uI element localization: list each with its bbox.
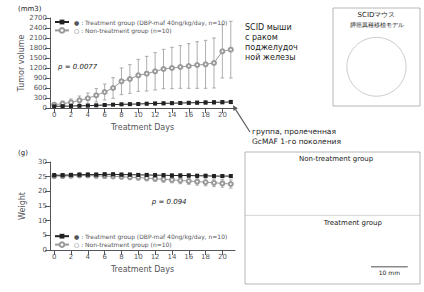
svg-text:2700: 2700 <box>29 14 47 22</box>
svg-text:0: 0 <box>52 253 56 261</box>
svg-text:○ : Non-treatment group (n=10): ○ : Non-treatment group (n=10) <box>74 27 172 35</box>
svg-text:2: 2 <box>69 253 73 261</box>
svg-text:группа, пролеченная: группа, пролеченная <box>252 127 336 136</box>
svg-text:2100: 2100 <box>29 34 47 42</box>
svg-text:1800: 1800 <box>29 44 47 52</box>
svg-text:8: 8 <box>119 253 123 261</box>
svg-text:ной железы: ной железы <box>245 53 296 62</box>
svg-text:14: 14 <box>167 253 176 261</box>
svg-text:SCIDマウス: SCIDマウス <box>358 11 396 19</box>
svg-text:18: 18 <box>201 111 210 119</box>
svg-text:Treatment group: Treatment group <box>323 219 383 227</box>
svg-text:Treatment Days: Treatment Days <box>110 265 174 274</box>
svg-text:20: 20 <box>218 253 227 261</box>
svg-text:10: 10 <box>38 217 47 225</box>
svg-text:12: 12 <box>151 253 160 261</box>
svg-text:p = 0.0077: p = 0.0077 <box>57 63 98 71</box>
svg-text:● : Treatment group (DBP-maf 4: ● : Treatment group (DBP-maf 40ng/kg/day… <box>74 233 227 241</box>
svg-text:25: 25 <box>38 173 47 181</box>
svg-text:● : Treatment group (DBP-maf 4: ● : Treatment group (DBP-maf 40ng/kg/day… <box>74 19 227 27</box>
svg-text:0: 0 <box>43 246 47 254</box>
svg-text:1500: 1500 <box>29 54 47 62</box>
svg-text:10 mm: 10 mm <box>379 269 400 276</box>
svg-text:15: 15 <box>38 202 47 210</box>
svg-text:10: 10 <box>134 111 143 119</box>
svg-text:14: 14 <box>167 111 176 119</box>
svg-text:20: 20 <box>218 111 227 119</box>
svg-text:0: 0 <box>43 104 47 112</box>
svg-text:12: 12 <box>151 111 160 119</box>
svg-text:○ : Non-treatment group (n=10): ○ : Non-treatment group (n=10) <box>74 241 172 249</box>
svg-text:2400: 2400 <box>29 24 47 32</box>
svg-text:16: 16 <box>184 111 193 119</box>
svg-text:SCID мыши: SCID мыши <box>245 23 292 32</box>
svg-text:(g): (g) <box>18 149 28 157</box>
svg-text:Treatment Days: Treatment Days <box>110 123 174 132</box>
svg-text:p = 0.094: p = 0.094 <box>151 198 187 206</box>
svg-text:10: 10 <box>134 253 143 261</box>
svg-text:GcMAF 1-го поколения: GcMAF 1-го поколения <box>252 137 341 146</box>
svg-text:2: 2 <box>69 111 73 119</box>
svg-text:30: 30 <box>38 158 47 166</box>
svg-text:(mm3): (mm3) <box>18 5 42 13</box>
svg-text:16: 16 <box>184 253 193 261</box>
svg-text:4: 4 <box>86 111 91 119</box>
svg-text:с раком: с раком <box>245 33 278 42</box>
svg-text:поджелудоч: поджелудоч <box>245 43 298 52</box>
svg-text:20: 20 <box>38 187 47 195</box>
svg-text:6: 6 <box>102 253 107 261</box>
svg-text:1200: 1200 <box>29 64 47 72</box>
svg-text:6: 6 <box>102 111 107 119</box>
svg-text:8: 8 <box>119 111 123 119</box>
svg-text:0: 0 <box>52 111 56 119</box>
svg-text:600: 600 <box>34 84 47 92</box>
svg-text:18: 18 <box>201 253 210 261</box>
svg-text:Weight: Weight <box>18 192 27 220</box>
svg-text:Tumor volume: Tumor volume <box>17 34 26 92</box>
svg-text:Non-treatment group: Non-treatment group <box>299 155 374 163</box>
svg-text:900: 900 <box>34 74 47 82</box>
svg-text:300: 300 <box>34 94 47 102</box>
svg-text:5: 5 <box>43 231 47 239</box>
svg-text:膵癌異種移植モデル: 膵癌異種移植モデル <box>350 21 404 28</box>
svg-text:4: 4 <box>86 253 91 261</box>
